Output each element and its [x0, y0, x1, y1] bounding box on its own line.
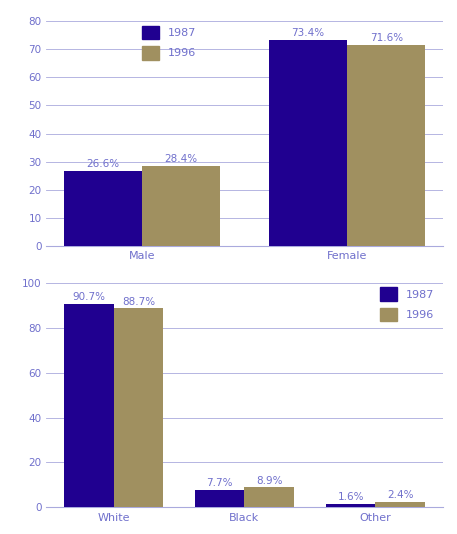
- Legend: 1987, 1996: 1987, 1996: [377, 284, 438, 325]
- Bar: [142, 166, 220, 246]
- Legend: 1987, 1996: 1987, 1996: [139, 22, 199, 63]
- Bar: [113, 308, 163, 507]
- Text: 73.4%: 73.4%: [292, 28, 325, 37]
- Bar: [376, 502, 425, 507]
- Bar: [326, 504, 376, 507]
- Bar: [244, 488, 294, 507]
- Text: 88.7%: 88.7%: [122, 296, 155, 307]
- Text: 71.6%: 71.6%: [370, 33, 403, 43]
- Bar: [195, 490, 244, 507]
- Text: 7.7%: 7.7%: [207, 478, 233, 488]
- Bar: [347, 45, 425, 246]
- Bar: [64, 304, 113, 507]
- Text: 26.6%: 26.6%: [86, 159, 119, 169]
- Text: 8.9%: 8.9%: [256, 476, 282, 485]
- Bar: [269, 40, 347, 246]
- Text: 28.4%: 28.4%: [164, 154, 197, 164]
- Text: 1.6%: 1.6%: [337, 492, 364, 502]
- Text: 90.7%: 90.7%: [72, 292, 105, 302]
- Text: 2.4%: 2.4%: [387, 490, 414, 500]
- Bar: [64, 171, 142, 246]
